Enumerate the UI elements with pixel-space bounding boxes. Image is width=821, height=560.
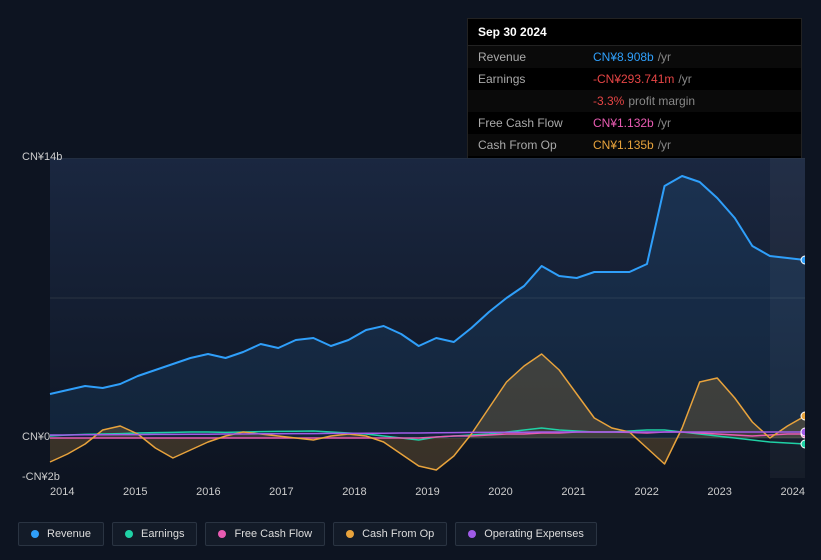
legend-swatch [346,530,354,538]
tooltip-label: Earnings [478,72,593,86]
tooltip-label: Free Cash Flow [478,116,593,130]
legend-swatch [125,530,133,538]
tooltip-row: Free Cash FlowCN¥1.132b/yr [468,112,801,134]
x-axis-label: 2024 [780,486,804,498]
tooltip-value: CN¥8.908b [593,50,654,64]
tooltip-suffix: profit margin [628,94,695,108]
chart-svg[interactable] [16,158,805,478]
legend-swatch [218,530,226,538]
legend-item[interactable]: Revenue [18,522,104,546]
tooltip-date: Sep 30 2024 [468,19,801,46]
x-axis-label: 2022 [634,486,658,498]
legend-item[interactable]: Earnings [112,522,197,546]
tooltip-row: Cash From OpCN¥1.135b/yr [468,134,801,156]
tooltip-value: -CN¥293.741m [593,72,674,86]
legend-label: Operating Expenses [484,528,584,540]
legend-swatch [468,530,476,538]
y-axis-label: CN¥0 [22,431,50,443]
tooltip-label: Cash From Op [478,138,593,152]
tooltip-suffix: /yr [658,116,671,130]
x-axis-label: 2018 [342,486,366,498]
legend-label: Revenue [47,528,91,540]
x-axis-label: 2020 [488,486,512,498]
chart-tooltip: Sep 30 2024 RevenueCN¥8.908b/yrEarnings-… [467,18,802,179]
x-axis-label: 2014 [50,486,74,498]
legend-item[interactable]: Operating Expenses [455,522,597,546]
tooltip-label [478,94,593,108]
x-axis-label: 2019 [415,486,439,498]
legend-label: Free Cash Flow [234,528,312,540]
tooltip-row: Earnings-CN¥293.741m/yr [468,68,801,90]
legend-label: Earnings [141,528,184,540]
tooltip-suffix: /yr [658,50,671,64]
x-axis-label: 2015 [123,486,147,498]
x-axis-label: 2016 [196,486,220,498]
chart: CN¥14bCN¥0-CN¥2b201420152016201720182019… [16,158,805,478]
legend-swatch [31,530,39,538]
y-axis-label: CN¥14b [22,151,62,163]
y-axis-label: -CN¥2b [22,471,60,483]
legend-label: Cash From Op [362,528,434,540]
x-axis-label: 2021 [561,486,585,498]
legend: Revenue Earnings Free Cash Flow Cash From O… [18,522,597,546]
x-axis: 2014 2015 2016 2017 2018 2019 2020 2021 2022 2023… [50,486,805,498]
tooltip-row: RevenueCN¥8.908b/yr [468,46,801,68]
tooltip-suffix: /yr [658,138,671,152]
tooltip-value: -3.3% [593,94,624,108]
legend-item[interactable]: Free Cash Flow [205,522,325,546]
legend-item[interactable]: Cash From Op [333,522,447,546]
tooltip-label: Revenue [478,50,593,64]
tooltip-value: CN¥1.135b [593,138,654,152]
tooltip-value: CN¥1.132b [593,116,654,130]
x-axis-label: 2023 [707,486,731,498]
x-axis-label: 2017 [269,486,293,498]
tooltip-suffix: /yr [678,72,691,86]
tooltip-row: -3.3% profit margin [468,90,801,112]
